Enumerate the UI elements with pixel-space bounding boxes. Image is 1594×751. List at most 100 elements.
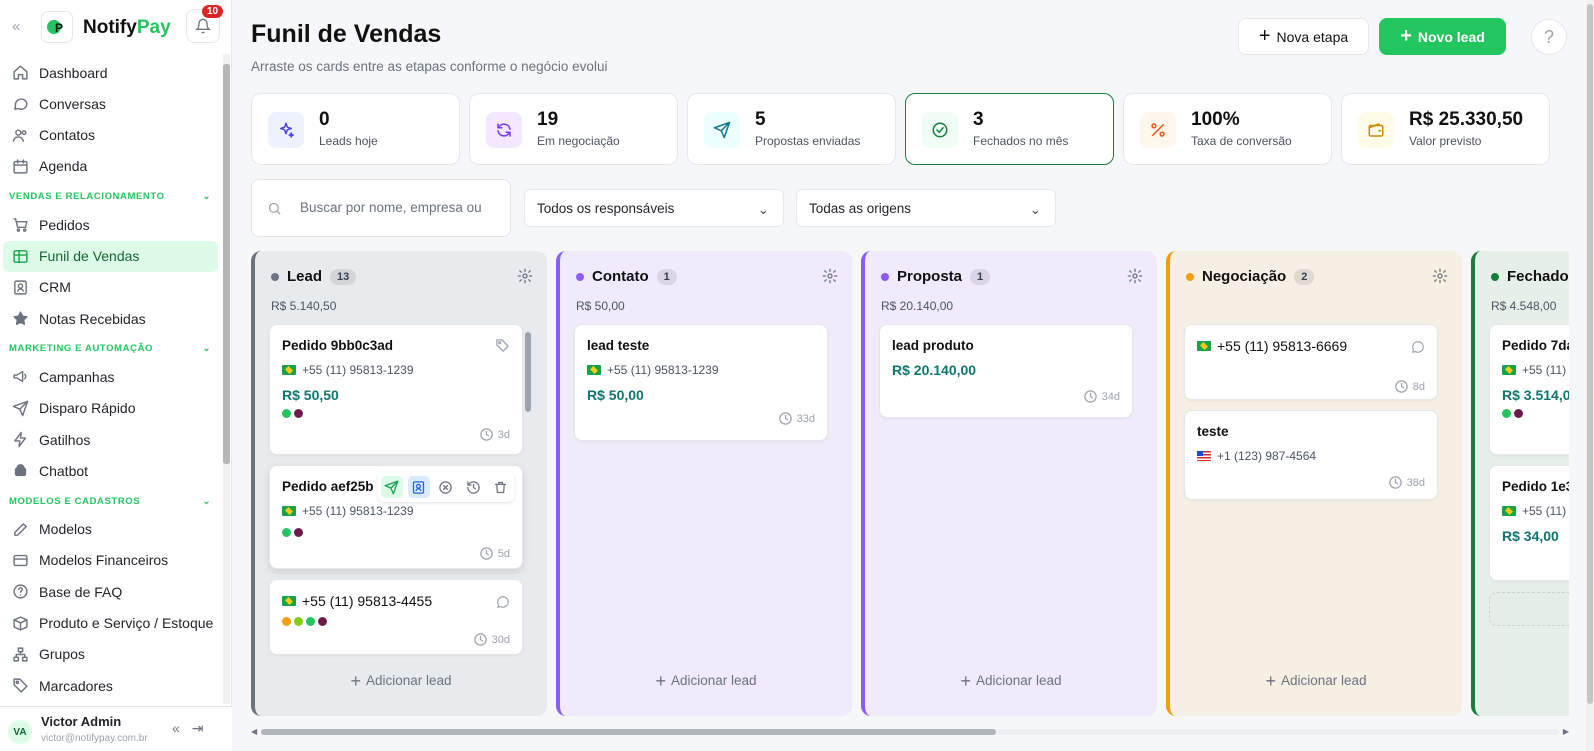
close-circle-icon[interactable] (435, 476, 457, 498)
card-age: 33d (778, 411, 815, 426)
brazil-flag-icon (1502, 506, 1516, 516)
responsible-filter[interactable]: Todos os responsáveis ⌄ (524, 189, 784, 227)
page-subtitle: Arraste os cards entre as etapas conform… (251, 59, 608, 74)
sidebar-item-label: Base de FAQ (39, 583, 123, 600)
lead-card[interactable]: Pedido aef25b +55 (11) 95813-1239 5d (269, 465, 523, 569)
origin-filter[interactable]: Todas as origens ⌄ (796, 189, 1056, 227)
page-scrollbar[interactable] (1586, 0, 1594, 751)
sidebar-item-produto-e-servi-o-estoque[interactable]: Produto e Serviço / Estoque (3, 608, 218, 639)
wallet-icon (1358, 112, 1394, 148)
column-status-dot (1186, 272, 1194, 281)
search-box[interactable] (251, 179, 511, 237)
logout-icon[interactable]: ⇥ (191, 720, 204, 736)
add-lead-button[interactable]: + Adicionar lead (350, 671, 452, 691)
whatsapp-icon[interactable] (1411, 340, 1425, 359)
whatsapp-icon[interactable] (496, 595, 510, 614)
chevron-down-icon: ⌄ (757, 202, 769, 217)
sidebar-item-label: Funil de Vendas (39, 248, 140, 264)
trash-icon[interactable] (489, 476, 511, 498)
column-total: R$ 20.140,00 (881, 299, 954, 313)
chevron-down-icon: ⌄ (202, 191, 211, 203)
collapse-sidebar-icon[interactable]: « (12, 18, 21, 35)
gear-icon[interactable] (1432, 268, 1448, 289)
sidebar-item-agenda[interactable]: Agenda (3, 151, 218, 182)
lead-card[interactable]: Pedido 1e3 +55 (11) 9 R$ 34,00 (1489, 465, 1569, 581)
sidebar-item-contatos[interactable]: Contatos (3, 120, 218, 151)
card-tags (1502, 409, 1523, 418)
lead-card[interactable]: lead produto R$ 20.140,00 34d (879, 324, 1133, 418)
gear-icon[interactable] (1127, 268, 1143, 289)
sidebar-section-header[interactable]: VENDAS E RELACIONAMENTO ⌄ (9, 191, 211, 202)
sidebar-item-grupos[interactable]: Grupos (3, 639, 218, 670)
lead-card[interactable]: +55 (11) 95813-4455 30d (269, 579, 523, 655)
logo: P (41, 11, 73, 43)
sidebar-item-label: Modelos (39, 521, 92, 538)
notification-badge: 10 (202, 5, 224, 18)
kanban-icon (12, 248, 29, 265)
sidebar-item-conversas[interactable]: Conversas (3, 88, 218, 119)
card-phone: +55 (11) 9 (1502, 504, 1569, 518)
column-status-dot (271, 272, 279, 281)
sidebar-item-modelos[interactable]: Modelos (3, 514, 218, 545)
sidebar-section-header[interactable]: MODELOS E CADASTROS ⌄ (9, 496, 211, 507)
sidebar-item-label: Gatilhos (39, 431, 91, 448)
home-icon (12, 64, 29, 81)
collapse-icon[interactable]: « (172, 720, 180, 736)
tag-icon (12, 677, 29, 694)
search-input[interactable] (300, 200, 490, 215)
lead-card[interactable]: lead teste +55 (11) 95813-1239 R$ 50,00 33d (574, 324, 828, 441)
card-age: 30d (473, 632, 510, 647)
send-icon[interactable] (380, 476, 403, 498)
help-button[interactable]: ? (1531, 19, 1567, 55)
gear-icon[interactable] (822, 268, 838, 289)
stat-label: Em negociação (537, 134, 620, 148)
card-age: 8d (1394, 379, 1425, 394)
add-lead-button[interactable]: + Adicionar lead (960, 671, 1062, 691)
lead-card[interactable]: teste +1 (123) 987-4564 38d (1184, 410, 1438, 500)
lead-card[interactable]: +55 (11) 95813-6669 8d (1184, 324, 1438, 400)
add-lead-button[interactable]: + Adicionar lead (1265, 671, 1367, 691)
column-title: Fechado (1507, 268, 1569, 285)
sidebar-section-header[interactable]: MARKETING E AUTOMAÇÃO ⌄ (9, 343, 211, 354)
sidebar-item-campanhas[interactable]: Campanhas (3, 361, 218, 392)
card-phone: +1 (123) 987-4564 (1197, 449, 1316, 463)
sidebar-item-label: Agenda (39, 158, 88, 175)
sidebar-item-notas-recebidas[interactable]: Notas Recebidas (3, 303, 218, 334)
sidebar-item-marcadores[interactable]: Marcadores (3, 670, 218, 701)
card-phone: +55 (11) 95813-1239 (282, 504, 414, 518)
sidebar-scrollbar[interactable] (223, 54, 230, 704)
add-lead-button[interactable]: + Adicionar lead (655, 671, 757, 691)
board-horizontal-scrollbar[interactable]: ◀ ▶ (251, 727, 1569, 736)
sidebar-item-funil-de-vendas[interactable]: Funil de Vendas (3, 240, 218, 272)
contact-icon[interactable] (407, 476, 430, 498)
card-age: 38d (1388, 475, 1425, 490)
sidebar-item-label: Grupos (39, 646, 85, 663)
sidebar-item-base-de-faq[interactable]: Base de FAQ (3, 576, 218, 607)
sidebar-item-chatbot[interactable]: Chatbot (3, 455, 218, 486)
origin-filter-value: Todas as origens (809, 200, 912, 216)
sidebar-item-label: Contatos (39, 127, 96, 144)
sidebar-item-gatilhos[interactable]: Gatilhos (3, 424, 218, 455)
new-lead-button[interactable]: + Novo lead (1379, 18, 1506, 55)
sidebar-item-disparo-r-pido[interactable]: Disparo Rápido (3, 393, 218, 424)
tag-icon[interactable] (495, 338, 510, 358)
brand-name: NotifyPay (83, 17, 171, 38)
card-title: teste (1197, 424, 1229, 439)
search-icon (268, 202, 281, 215)
column-count-badge: 2 (1294, 268, 1315, 285)
bell-icon (195, 18, 211, 34)
lead-card[interactable]: Pedido 7da +55 (11) 9 R$ 3.514,00 (1489, 324, 1569, 455)
brazil-flag-icon (282, 506, 296, 516)
history-icon[interactable] (462, 476, 484, 498)
sidebar-item-crm[interactable]: CRM (3, 272, 218, 303)
sidebar-item-modelos-financeiros[interactable]: Modelos Financeiros (3, 545, 218, 576)
sidebar-item-pedidos[interactable]: Pedidos (3, 209, 218, 240)
card-phone: +55 (11) 9 (1502, 363, 1569, 377)
avatar[interactable]: VA (8, 720, 32, 744)
column-scrollbar[interactable] (525, 322, 531, 655)
new-stage-button[interactable]: + Nova etapa (1238, 18, 1369, 55)
send-icon (704, 112, 740, 148)
lead-card[interactable]: Pedido 9bb0c3ad +55 (11) 95813-1239 R$ 50,… (269, 324, 523, 455)
sidebar-item-dashboard[interactable]: Dashboard (3, 57, 218, 88)
gear-icon[interactable] (517, 268, 533, 289)
